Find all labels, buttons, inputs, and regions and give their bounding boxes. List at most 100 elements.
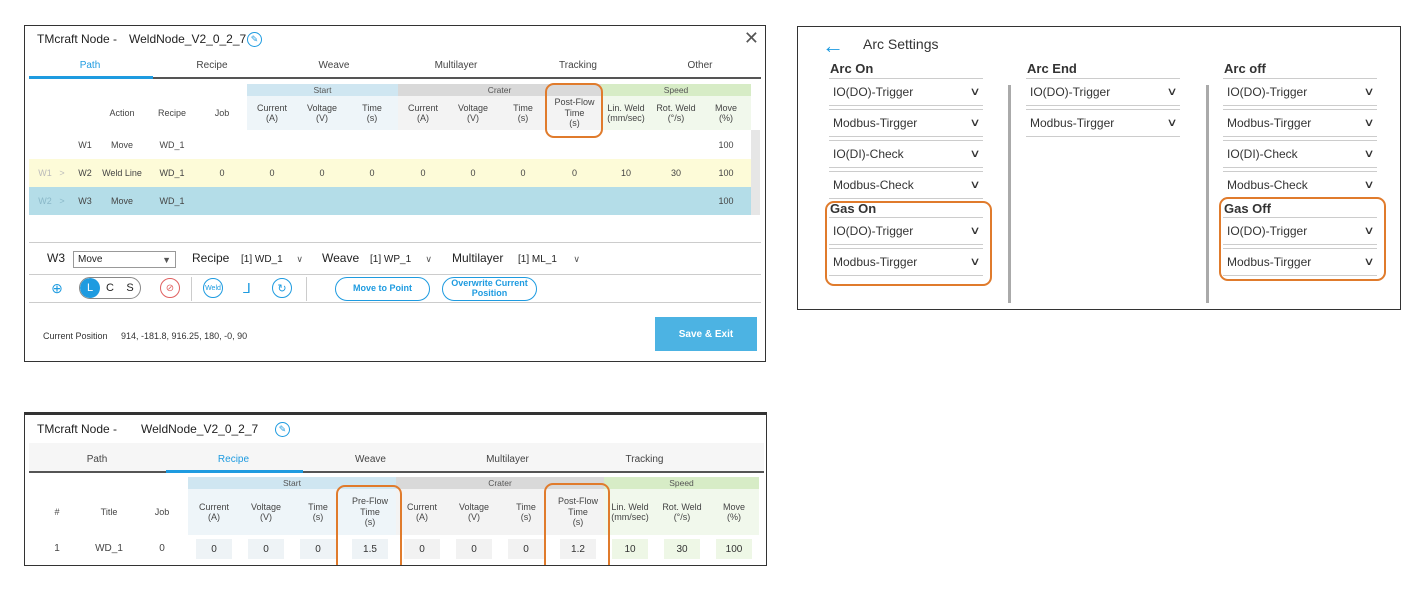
weave-select[interactable]: [1] WP_1 ∨ (366, 251, 436, 268)
lcs-c[interactable]: C (106, 282, 114, 294)
row-recipe: WD_1 (159, 167, 185, 178)
col-recipe: Recipe (157, 107, 186, 118)
action-select-value: Move (78, 254, 103, 265)
tab-other[interactable]: Other (687, 59, 713, 71)
divider (1223, 248, 1377, 249)
tab-multilayer[interactable]: Multilayer (486, 453, 529, 465)
tab-multilayer[interactable]: Multilayer (434, 59, 478, 71)
col-start-time: Time (s) (362, 102, 382, 123)
row-job: 0 (159, 543, 165, 555)
gas-off-io-do-trigger[interactable]: IO(DO)-Trigger ∨ (1223, 217, 1377, 245)
col-start-current: Current (A) (198, 501, 229, 522)
arc-off-io-di-check[interactable]: IO(DI)-Check ∨ (1223, 140, 1377, 168)
chevron-down-icon: ∨ (296, 254, 303, 264)
rot-weld-input[interactable]: 30 (664, 539, 700, 559)
divider (1026, 78, 1180, 79)
table-scrollbar[interactable] (751, 130, 760, 215)
tab-path[interactable]: Path (79, 59, 101, 71)
crater-columns-bg (396, 489, 604, 535)
back-arrow-icon[interactable]: ← (822, 33, 844, 58)
axis-rotate-icon[interactable]: ↻ (272, 278, 292, 298)
chevron-down-icon: ∨ (1166, 86, 1178, 98)
weld-icon[interactable]: Weld (203, 278, 223, 298)
axis-icon[interactable]: ⅃ (243, 279, 251, 296)
lcs-s[interactable]: S (126, 282, 134, 294)
col-crater-voltage: Voltage (V) (457, 102, 489, 123)
arc-off-io-do-trigger[interactable]: IO(DO)-Trigger ∨ (1223, 78, 1377, 106)
point-label: W3 (47, 251, 65, 265)
arc-on-io-do-trigger[interactable]: IO(DO)-Trigger ∨ (829, 78, 983, 106)
node-prefix: TMcraft Node - (37, 422, 118, 436)
start-current-input[interactable]: 0 (196, 539, 232, 559)
tab-recipe[interactable]: Recipe (217, 453, 250, 465)
dropdown-label: IO(DO)-Trigger (833, 223, 914, 238)
multilayer-select[interactable]: [1] ML_1 ∨ (514, 251, 584, 268)
delete-icon[interactable]: ⊘ (160, 278, 180, 298)
move-input[interactable]: 100 (716, 539, 752, 559)
row-crater-current: 0 (420, 167, 426, 178)
crater-time-input[interactable]: 0 (508, 539, 544, 559)
column-divider (1206, 85, 1209, 303)
pre-flow-time-input[interactable]: 1.5 (352, 539, 388, 559)
divider (29, 274, 761, 275)
add-point-icon[interactable]: ⊕ (51, 279, 63, 296)
row-move: 100 (718, 139, 734, 150)
chevron-down-icon: ∨ (969, 256, 981, 268)
lcs-toggle[interactable]: L C S (79, 277, 141, 299)
crater-voltage-input[interactable]: 0 (456, 539, 492, 559)
gas-on-modbus-trigger[interactable]: Modbus-Tirgger ∨ (829, 248, 983, 276)
recipe-select[interactable]: [1] WD_1 ∨ (237, 251, 307, 268)
overwrite-position-button[interactable]: Overwrite Current Position (442, 277, 537, 301)
chevron-down-icon: ∨ (1363, 179, 1375, 191)
move-to-point-button[interactable]: Move to Point (335, 277, 430, 301)
multilayer-select-value: [1] ML_1 (518, 254, 557, 265)
start-voltage-input[interactable]: 0 (248, 539, 284, 559)
row-action: Move (110, 195, 133, 206)
lcs-l[interactable]: L (80, 278, 100, 298)
row-action: Move (110, 139, 133, 150)
chevron-down-icon: ∨ (1363, 148, 1375, 160)
tab-tracking[interactable]: Tracking (559, 59, 597, 71)
divider (29, 302, 761, 303)
save-exit-button[interactable]: Save & Exit (655, 317, 757, 351)
arc-end-modbus-trigger[interactable]: Modbus-Tirgger ∨ (1026, 109, 1180, 137)
crater-current-input[interactable]: 0 (404, 539, 440, 559)
dropdown-label: IO(DO)-Trigger (1030, 84, 1111, 99)
col-lin-weld: Lin. Weld (mm/sec) (611, 501, 649, 522)
divider (1223, 171, 1377, 172)
arc-on-modbus-check[interactable]: Modbus-Check ∨ (829, 171, 983, 199)
tab-recipe[interactable]: Recipe (196, 59, 228, 71)
edit-icon[interactable]: ✎ (247, 32, 262, 47)
gas-off-modbus-trigger[interactable]: Modbus-Tirgger ∨ (1223, 248, 1377, 276)
start-time-input[interactable]: 0 (300, 539, 336, 559)
row-arrow: > (59, 167, 65, 178)
tab-tracking[interactable]: Tracking (625, 453, 664, 465)
row-rot-weld: 30 (670, 167, 681, 178)
close-icon[interactable]: ✕ (743, 28, 759, 48)
tab-weave[interactable]: Weave (355, 453, 386, 465)
post-flow-time-input[interactable]: 1.2 (560, 539, 596, 559)
col-post-flow-time: Post-Flow Time (s) (557, 496, 598, 528)
row-start-voltage: 0 (319, 167, 325, 178)
arc-end-io-do-trigger[interactable]: IO(DO)-Trigger ∨ (1026, 78, 1180, 106)
dropdown-label: Modbus-Tirgger (833, 115, 918, 130)
start-columns-bg (188, 489, 396, 535)
tab-weave[interactable]: Weave (318, 59, 350, 71)
edit-icon[interactable]: ✎ (275, 422, 290, 437)
chevron-down-icon: ∨ (1363, 225, 1375, 237)
arc-off-title: Arc off (1224, 61, 1266, 76)
col-rot-weld: Rot. Weld (°/s) (656, 102, 696, 123)
arc-off-modbus-check[interactable]: Modbus-Check ∨ (1223, 171, 1377, 199)
lin-weld-input[interactable]: 10 (612, 539, 648, 559)
speed-columns-bg (604, 489, 759, 535)
col-rot-weld: Rot. Weld (°/s) (662, 501, 702, 522)
arc-on-io-di-check[interactable]: IO(DI)-Check ∨ (829, 140, 983, 168)
gas-on-io-do-trigger[interactable]: IO(DO)-Trigger ∨ (829, 217, 983, 245)
group-crater: Crater (398, 84, 601, 96)
action-select[interactable]: Move ▼ (73, 251, 176, 268)
arc-on-modbus-trigger[interactable]: Modbus-Tirgger ∨ (829, 109, 983, 137)
node-name: WeldNode_V2_0_2_7 (141, 422, 259, 436)
chevron-down-icon: ∨ (969, 148, 981, 160)
tab-path[interactable]: Path (86, 453, 108, 465)
arc-off-modbus-trigger[interactable]: Modbus-Tirgger ∨ (1223, 109, 1377, 137)
